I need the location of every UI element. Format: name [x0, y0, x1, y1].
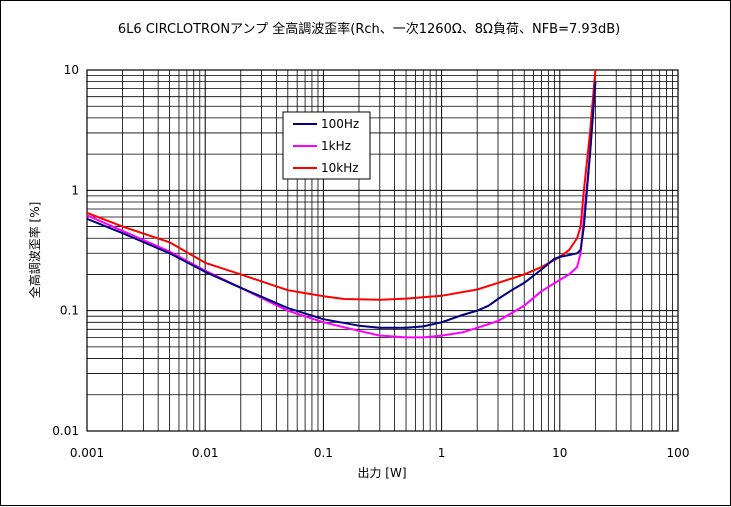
y-tick-label: 10	[64, 63, 79, 77]
series-line-100hz	[86, 81, 597, 329]
legend-label: 1kHz	[321, 139, 351, 153]
y-tick-label: 0.01	[52, 424, 79, 438]
x-tick-label: 100	[667, 446, 690, 460]
chart-title: 6L6 CIRCLOTRONアンプ 全高調波歪率(Rch、一次1260Ω、8Ω負…	[118, 21, 620, 37]
x-axis-label: 出力 [W]	[357, 466, 406, 480]
series-group	[86, 69, 597, 339]
x-tick-label: 0.001	[70, 446, 104, 460]
legend: 100Hz 1kHz 10kHz	[282, 111, 371, 180]
x-tick-label: 10	[552, 446, 567, 460]
y-tick-label: 1	[71, 183, 79, 197]
grid	[86, 70, 678, 432]
x-tick-labels: 0.001 0.01 0.1 1 10 100	[70, 446, 690, 460]
y-tick-label: 0.1	[60, 304, 79, 318]
x-tick-label: 0.01	[192, 446, 219, 460]
legend-label: 10kHz	[321, 161, 359, 175]
x-tick-label: 1	[438, 446, 446, 460]
y-tick-labels: 10 1 0.1 0.01	[52, 63, 79, 438]
x-tick-label: 0.1	[314, 446, 333, 460]
plot-area-border	[86, 69, 679, 432]
y-axis-label: 全高調波歪率 [%]	[27, 202, 42, 299]
legend-label: 100Hz	[321, 117, 359, 131]
series-line-10khz	[86, 69, 597, 301]
